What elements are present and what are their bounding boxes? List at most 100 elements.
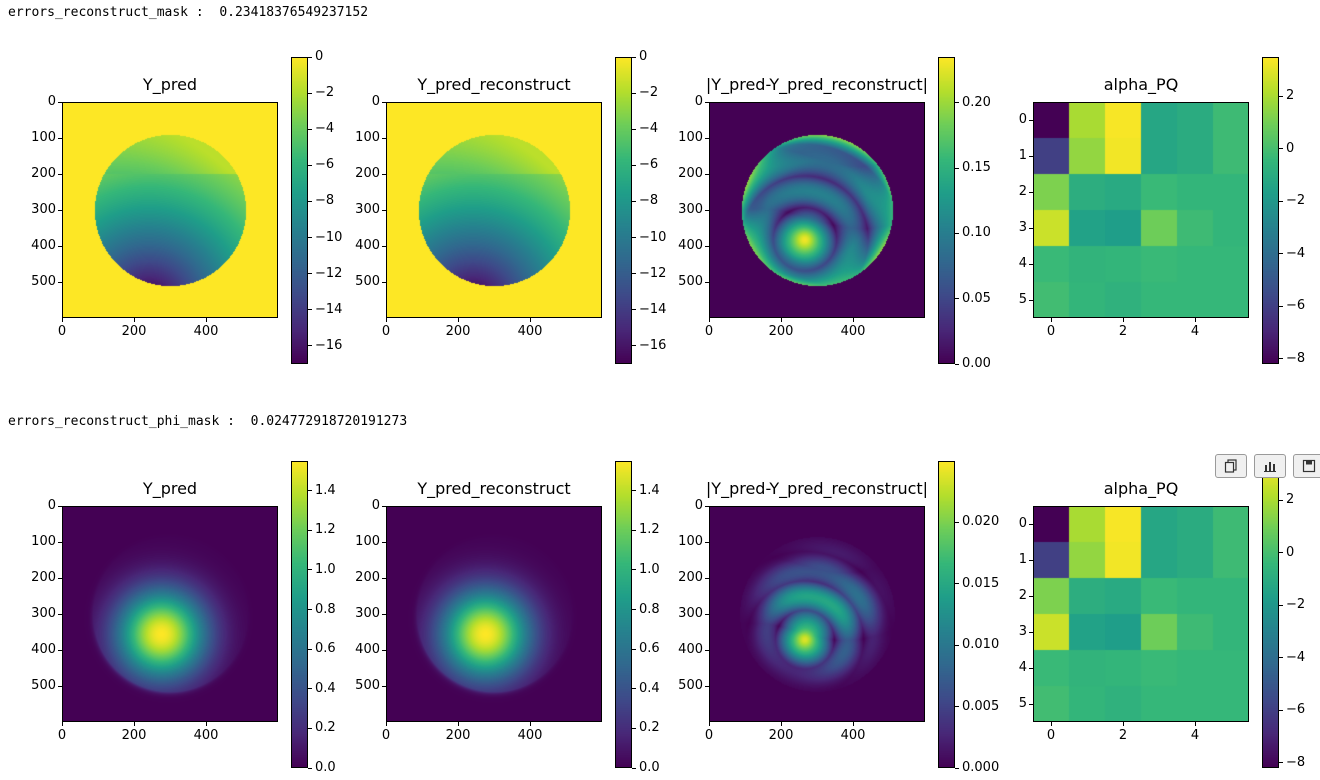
- colorbar-tick-mark: [632, 529, 636, 531]
- colorbar-tick-mark: [308, 164, 312, 166]
- x-tick-label: 200: [121, 324, 147, 339]
- y-tick-mark: [1029, 667, 1033, 669]
- colorbar-gradient: [938, 461, 955, 768]
- x-tick-mark: [1050, 318, 1052, 322]
- x-tick-label: 0: [704, 728, 714, 743]
- colorbar-tick-mark: [632, 648, 636, 650]
- plot-title: Y_pred_reconstruct: [417, 75, 571, 94]
- copy-button[interactable]: [1215, 454, 1247, 478]
- save-button[interactable]: [1293, 454, 1320, 478]
- y-tick-mark: [382, 281, 386, 283]
- x-tick-mark: [457, 722, 459, 726]
- heatmap-image: [62, 102, 278, 318]
- y-tick-label: 100: [31, 130, 56, 145]
- y-tick-label: 200: [678, 570, 703, 585]
- y-tick-label: 100: [678, 534, 703, 549]
- y-tick-mark: [705, 101, 709, 103]
- x-tick-mark: [852, 722, 854, 726]
- x-tick-label: 400: [840, 324, 866, 339]
- colorbar-tick-mark: [1279, 200, 1283, 202]
- colorbar-tick-mark: [308, 345, 312, 347]
- y-tick-label: 3: [1018, 220, 1027, 235]
- colorbar-tick-mark: [1279, 552, 1283, 554]
- colorbar-tick-label: 0.6: [315, 641, 336, 657]
- chart-button[interactable]: [1254, 454, 1286, 478]
- x-tick-mark: [133, 318, 135, 322]
- colorbar-tick-mark: [1279, 253, 1283, 255]
- colorbar-tick-mark: [308, 237, 312, 239]
- y-tick-mark: [382, 505, 386, 507]
- y-tick-mark: [705, 613, 709, 615]
- colorbar-tick-label: 0.8: [639, 601, 660, 617]
- colorbar-tick-label: −4: [315, 121, 335, 137]
- y-tick-label: 100: [678, 130, 703, 145]
- x-tick-label: 2: [1118, 728, 1128, 743]
- y-tick-mark: [1029, 703, 1033, 705]
- y-tick-label: 0: [47, 498, 56, 513]
- colorbar-tick-mark: [632, 92, 636, 94]
- colorbar-tick-label: 0.0: [315, 760, 336, 775]
- colorbar-tick-mark: [955, 102, 959, 104]
- colorbar-tick-label: 1.4: [315, 482, 336, 498]
- plot-title: Y_pred: [142, 75, 198, 94]
- x-tick-mark: [708, 722, 710, 726]
- x-tick-mark: [61, 722, 63, 726]
- x-tick-mark: [385, 722, 387, 726]
- colorbar-tick-mark: [308, 529, 312, 531]
- x-tick-mark: [708, 318, 710, 322]
- y-tick-label: 0: [694, 498, 703, 513]
- colorbar-frame: [1262, 57, 1279, 364]
- y-tick-label: 300: [31, 202, 56, 217]
- y-tick-label: 400: [355, 238, 380, 253]
- colorbar-tick-mark: [632, 767, 636, 769]
- colorbar-tick-label: −12: [639, 265, 667, 281]
- y-tick-label: 200: [355, 166, 380, 181]
- x-tick-mark: [133, 722, 135, 726]
- x-tick-label: 200: [445, 324, 471, 339]
- heatmap-image: [1033, 506, 1249, 722]
- plot-title: |Y_pred-Y_pred_reconstruct|: [705, 75, 929, 94]
- y-tick-mark: [58, 541, 62, 543]
- colorbar-tick-label: 2: [1286, 88, 1295, 104]
- y-tick-label: 200: [31, 166, 56, 181]
- colorbar-tick-label: 0: [1286, 140, 1295, 156]
- colorbar-tick-label: −8: [315, 193, 335, 209]
- y-tick-mark: [705, 649, 709, 651]
- heatmap-image: [386, 506, 602, 722]
- colorbar-tick-label: 0.2: [315, 720, 336, 736]
- colorbar-tick-mark: [632, 237, 636, 239]
- x-tick-label: 0: [57, 324, 67, 339]
- colorbar-tick-mark: [308, 569, 312, 571]
- colorbar-tick-label: 0.2: [639, 720, 660, 736]
- x-tick-mark: [852, 318, 854, 322]
- colorbar-tick-label: 0: [639, 49, 648, 64]
- y-tick-mark: [58, 137, 62, 139]
- colorbar-gradient: [291, 461, 308, 768]
- colorbar-tick-label: −2: [1286, 193, 1306, 209]
- y-tick-label: 500: [31, 274, 56, 289]
- y-tick-mark: [382, 173, 386, 175]
- y-tick-label: 0: [371, 498, 380, 513]
- colorbar-tick-label: 0.00: [962, 356, 991, 371]
- colorbar-tick-label: 1.4: [639, 482, 660, 498]
- x-tick-label: 4: [1190, 728, 1200, 743]
- y-tick-mark: [58, 281, 62, 283]
- x-tick-label: 400: [517, 324, 543, 339]
- x-tick-mark: [1194, 318, 1196, 322]
- output-text-2: errors_reconstruct_phi_mask : 0.02477291…: [8, 414, 408, 429]
- y-tick-label: 300: [355, 202, 380, 217]
- y-tick-label: 2: [1018, 588, 1027, 603]
- y-tick-label: 200: [355, 570, 380, 585]
- colorbar-tick-label: 0.10: [962, 225, 991, 241]
- colorbar-frame: [938, 57, 955, 364]
- x-tick-mark: [529, 722, 531, 726]
- colorbar-tick-mark: [955, 232, 959, 234]
- y-tick-label: 300: [678, 606, 703, 621]
- y-tick-mark: [58, 101, 62, 103]
- plot-title: alpha_PQ: [1103, 75, 1179, 94]
- colorbar-tick-label: 0.0: [639, 760, 660, 775]
- x-tick-mark: [1122, 318, 1124, 322]
- colorbar-tick-label: −16: [315, 337, 343, 353]
- x-tick-label: 0: [1046, 728, 1056, 743]
- y-tick-label: 300: [678, 202, 703, 217]
